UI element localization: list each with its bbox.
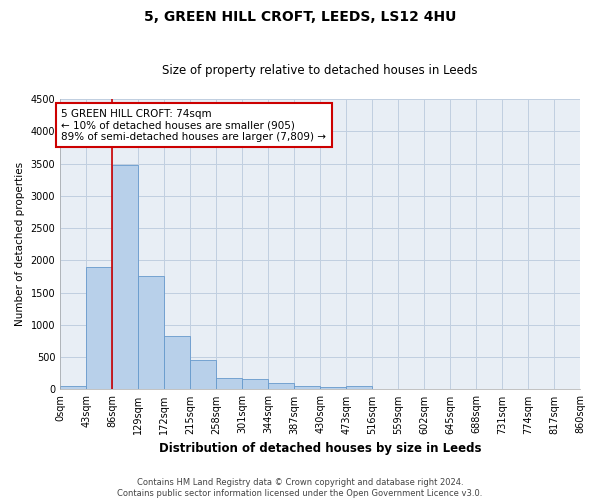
Bar bbox=[164, 336, 190, 390]
Bar bbox=[138, 276, 164, 390]
Bar bbox=[320, 387, 346, 390]
X-axis label: Distribution of detached houses by size in Leeds: Distribution of detached houses by size … bbox=[159, 442, 481, 455]
Bar bbox=[294, 386, 320, 390]
Text: 5, GREEN HILL CROFT, LEEDS, LS12 4HU: 5, GREEN HILL CROFT, LEEDS, LS12 4HU bbox=[144, 10, 456, 24]
Bar bbox=[190, 360, 216, 390]
Bar bbox=[346, 386, 372, 390]
Bar bbox=[242, 379, 268, 390]
Bar bbox=[268, 383, 294, 390]
Bar bbox=[60, 386, 86, 390]
Title: Size of property relative to detached houses in Leeds: Size of property relative to detached ho… bbox=[163, 64, 478, 77]
Text: Contains HM Land Registry data © Crown copyright and database right 2024.
Contai: Contains HM Land Registry data © Crown c… bbox=[118, 478, 482, 498]
Bar bbox=[86, 267, 112, 390]
Text: 5 GREEN HILL CROFT: 74sqm
← 10% of detached houses are smaller (905)
89% of semi: 5 GREEN HILL CROFT: 74sqm ← 10% of detac… bbox=[61, 108, 326, 142]
Bar bbox=[112, 165, 138, 390]
Bar bbox=[216, 378, 242, 390]
Y-axis label: Number of detached properties: Number of detached properties bbox=[15, 162, 25, 326]
